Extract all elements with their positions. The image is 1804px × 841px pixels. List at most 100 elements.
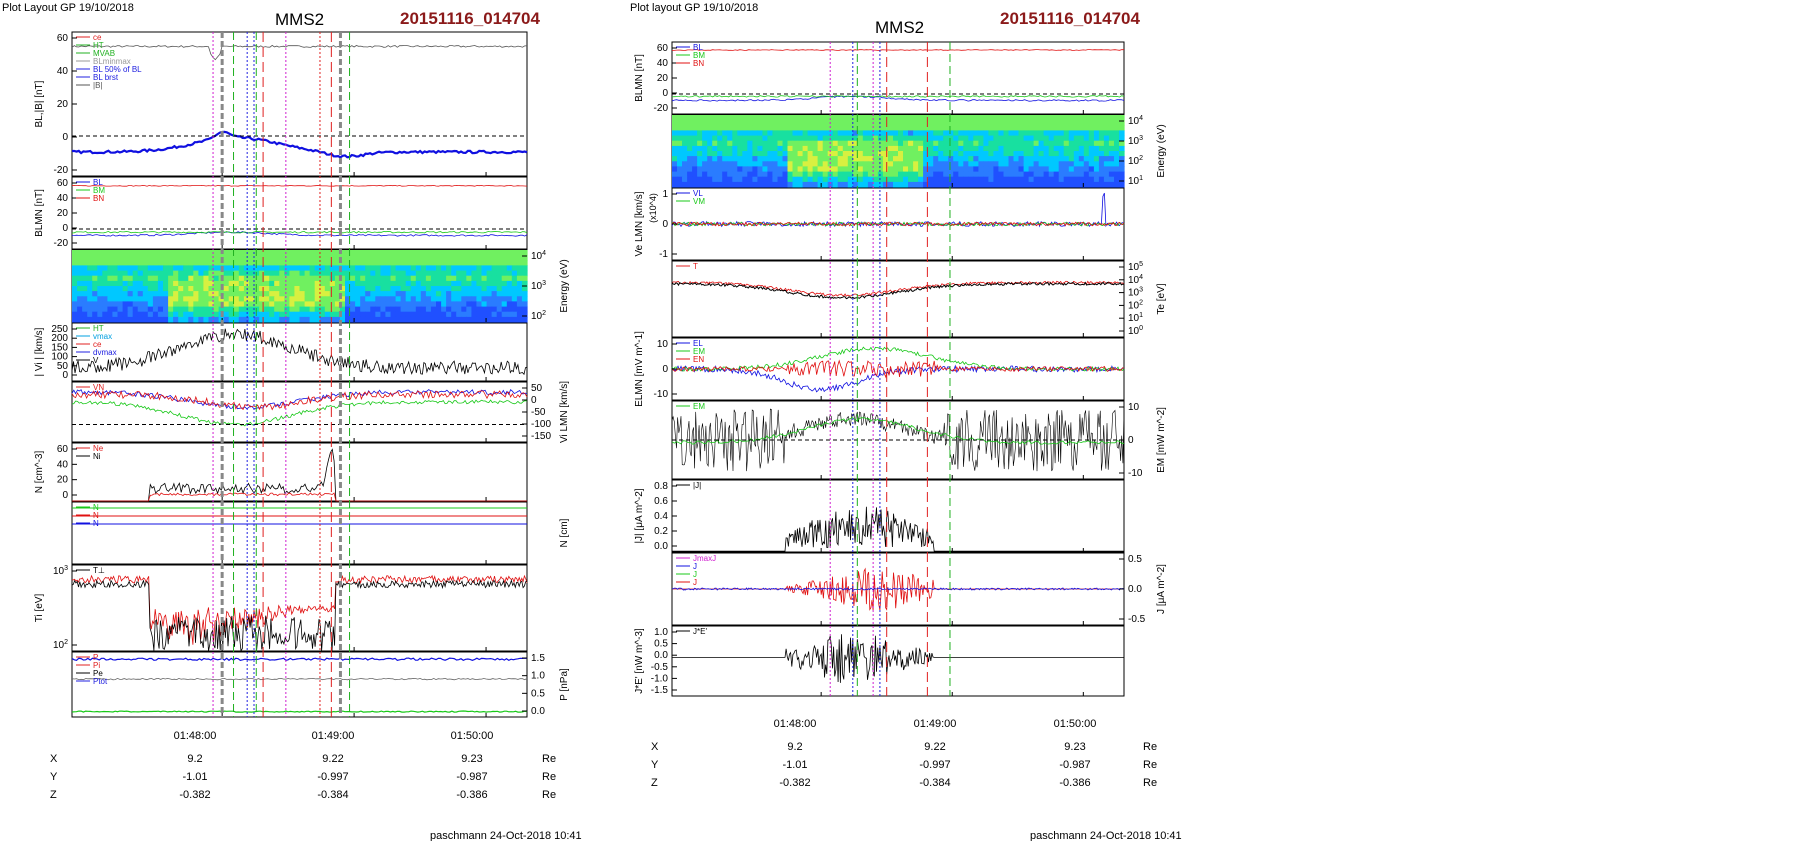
spectrogram-cell [787,156,794,162]
spectrogram-cell [918,125,924,131]
spectrogram-cell [1018,166,1025,173]
spectrogram-cell [777,171,784,178]
spectrogram-cell [309,275,316,282]
spectrogram-cell [102,311,108,318]
spectrogram-cell [137,255,144,261]
spectrogram-cell [430,316,437,323]
spectrogram-cell [395,270,402,277]
spectrogram-cell [395,296,402,302]
spectrogram-cell [380,311,387,318]
spectrogram-cell [456,280,462,287]
spectrogram-cell [747,171,753,178]
spectrogram-cell [717,171,723,178]
spectrogram-cell [722,120,728,126]
spectrogram-cell [717,181,723,188]
legend-label: BL [693,43,703,52]
spectrogram-cell [1028,135,1035,142]
spectrogram-cell [913,130,919,137]
spectrogram-cell [1038,176,1045,183]
spectrogram-cell [147,255,154,261]
spectrogram-cell [1048,151,1055,157]
spectrogram-cell [722,145,728,152]
spectrogram-cell [973,145,979,152]
spectrogram-cell [238,311,245,318]
spectrogram-cell [918,171,924,178]
spectrogram-cell [1048,166,1055,173]
spectrogram-cell [486,316,493,323]
spectrogram-cell [223,316,230,323]
spectrogram-cell [772,135,778,142]
BN-line [71,184,528,187]
spectrogram-cell [254,280,260,287]
spectrogram-cell [727,115,733,121]
spectrogram-cell [872,125,879,131]
spectrogram-cell [837,156,844,162]
spectrogram-cell [837,140,844,147]
left-ephem-x-1: 9.2 [187,753,202,765]
spectrogram-cell [314,286,321,292]
spectrogram-cell [345,291,351,297]
spectrogram-cell [289,265,296,272]
spectrogram-cell [112,260,119,266]
spectrogram-cell [420,311,427,318]
spectrogram-cell [481,311,488,318]
spectrogram-cell [425,275,432,282]
spectrogram-cell [1078,176,1085,183]
spectrogram-cell [792,181,799,188]
legend-label: HT [93,41,104,50]
spectrogram-cell [978,181,984,188]
spectrogram-cell [233,250,240,256]
spectrogram-cell [183,255,189,261]
spectrogram-cell [385,301,392,308]
spectrogram-cell [218,316,225,323]
spectrogram-cell [213,311,220,318]
spectrogram-cell [420,260,427,266]
spectrogram-cell [1083,161,1090,167]
spectrogram-cell [329,311,336,318]
spectrogram-cell [198,270,205,277]
spectrogram-cell [511,301,518,308]
spectrogram-cell [722,135,728,142]
spectrogram-cell [948,176,954,183]
spectrogram-cell [329,275,336,282]
spectrogram-cell [672,151,678,157]
spectrogram-cell [142,255,149,261]
spectrogram-cell [1078,120,1085,126]
spectrogram-cell [707,145,713,152]
spectrogram-cell [732,125,738,131]
spectrogram-cell [963,135,969,142]
spectrogram-cell [1108,140,1115,147]
spectrogram-cell [466,250,472,256]
spectrogram-cell [233,270,240,277]
spectrogram-cell [410,311,417,318]
spectrogram-cell [1038,140,1045,147]
spectrogram-cell [777,176,784,183]
spectrogram-cell [747,166,753,173]
spectrogram-cell [943,120,949,126]
spectrogram-cell [405,255,412,261]
spectrogram-cell [948,145,954,152]
spectrogram-cell [918,181,924,188]
spectrogram-cell [1018,130,1025,137]
spectrogram-cell [827,181,834,188]
spectrogram-cell [1098,145,1105,152]
spectrogram-cell [339,306,346,313]
y-axis-label: Ve LMN [km/s] [634,191,645,256]
spectrogram-cell [672,120,678,126]
spectrogram-cell [87,260,93,266]
spectrogram-cell [787,140,794,147]
spectrogram-cell [436,306,442,313]
spectrogram-cell [451,275,457,282]
spectrogram-cell [898,156,904,162]
y-tick-label: 0 [1128,435,1134,446]
spectrogram-cell [837,166,844,173]
spectrogram-cell [732,120,738,126]
spectrogram-cell [677,135,683,142]
spectrogram-cell [958,115,964,121]
spectrogram-cell [1038,151,1045,157]
spectrogram-cell [893,181,899,188]
spectrogram-cell [707,156,713,162]
spectrogram-cell [264,255,270,261]
